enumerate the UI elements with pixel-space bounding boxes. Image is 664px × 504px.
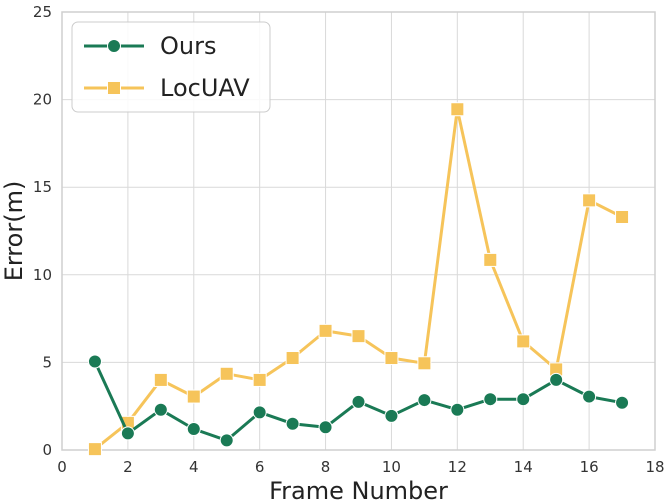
- point-locuav-1: [87, 442, 102, 457]
- point-locuav-3: [153, 372, 168, 387]
- point-ours-15: [549, 372, 564, 387]
- point-ours-1: [87, 354, 102, 369]
- point-locuav-13: [483, 252, 498, 267]
- point-ours-3: [153, 402, 168, 417]
- legend-marker-locuav: [107, 81, 121, 95]
- x-tick-label-7: 14: [514, 458, 533, 476]
- point-ours-8: [318, 420, 333, 435]
- legend: Ours LocUAV: [71, 21, 271, 113]
- point-ours-16: [582, 389, 597, 404]
- legend-label-locuav: LocUAV: [160, 74, 250, 102]
- point-ours-6: [252, 405, 267, 420]
- x-tick-label-6: 12: [448, 458, 467, 476]
- x-tick-label-9: 18: [645, 458, 664, 476]
- series-locuav: [87, 102, 630, 457]
- point-ours-9: [351, 394, 366, 409]
- y-axis-label: Error(m): [0, 181, 28, 282]
- point-locuav-10: [384, 351, 399, 366]
- legend-label-ours: Ours: [160, 32, 216, 60]
- y-tick-label-4: 20: [33, 91, 52, 109]
- point-ours-11: [417, 393, 432, 408]
- point-ours-17: [615, 395, 630, 410]
- y-tick-label-1: 5: [42, 353, 52, 371]
- x-tick-label-2: 4: [189, 458, 199, 476]
- point-ours-7: [285, 416, 300, 431]
- point-locuav-5: [219, 366, 234, 381]
- point-locuav-14: [516, 334, 531, 349]
- point-locuav-9: [351, 329, 366, 344]
- series-ours: [87, 354, 630, 448]
- legend-marker-ours: [107, 39, 121, 53]
- point-ours-12: [450, 402, 465, 417]
- x-axis-label: Frame Number: [269, 477, 448, 504]
- point-ours-4: [186, 421, 201, 436]
- point-locuav-17: [615, 209, 630, 224]
- point-ours-5: [219, 433, 234, 448]
- x-tick-label-1: 2: [123, 458, 133, 476]
- plot-frame: [61, 11, 656, 451]
- x-tick-label-3: 6: [255, 458, 265, 476]
- x-tick-labels: 0 2 4 6 8 10 12 14 16 18: [57, 458, 664, 476]
- point-locuav-11: [417, 356, 432, 371]
- series: [87, 102, 630, 457]
- x-tick-label-8: 16: [580, 458, 599, 476]
- point-ours-2: [120, 426, 135, 441]
- point-locuav-16: [582, 193, 597, 208]
- y-tick-label-2: 10: [33, 266, 52, 284]
- point-locuav-7: [285, 351, 300, 366]
- y-tick-labels: 0 5 10 15 20 25: [33, 3, 52, 459]
- x-tick-label-5: 10: [382, 458, 401, 476]
- point-ours-13: [483, 392, 498, 407]
- point-locuav-8: [318, 323, 333, 338]
- point-ours-14: [516, 392, 531, 407]
- x-tick-label-4: 8: [321, 458, 331, 476]
- point-locuav-12: [450, 102, 465, 117]
- y-tick-label-5: 25: [33, 3, 52, 21]
- y-tick-label-0: 0: [42, 441, 52, 459]
- point-ours-10: [384, 408, 399, 423]
- point-locuav-4: [186, 389, 201, 404]
- y-tick-label-3: 15: [33, 178, 52, 196]
- x-tick-label-0: 0: [57, 458, 67, 476]
- point-locuav-6: [252, 372, 267, 387]
